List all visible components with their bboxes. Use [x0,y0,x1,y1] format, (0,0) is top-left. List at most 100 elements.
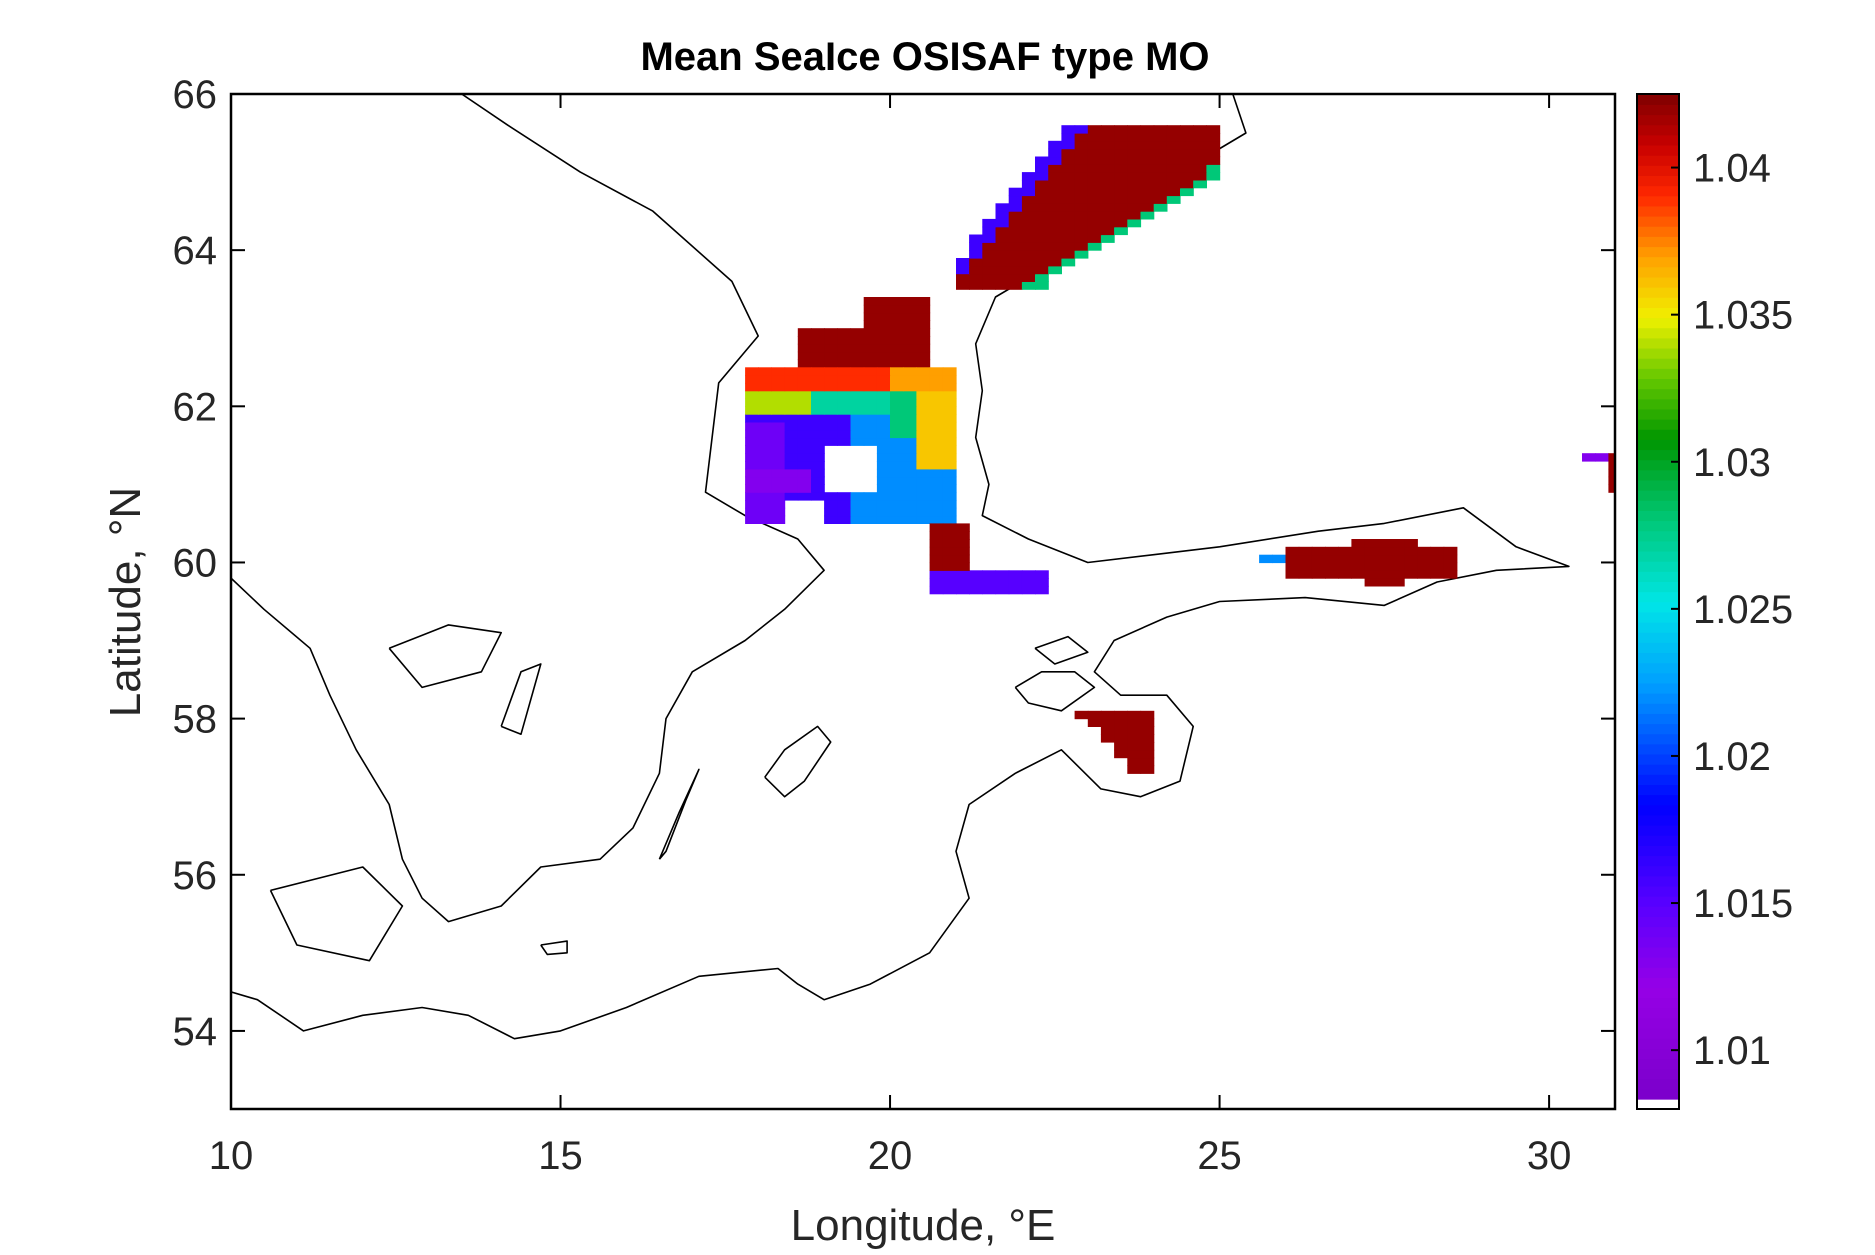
ice-cell [1048,250,1062,259]
ice-cell [942,492,957,501]
ice-cell [929,429,944,439]
ice-cell [1166,172,1181,181]
colorbar-segment [1637,814,1679,826]
ice-cell [903,515,917,524]
ice-cell [1206,172,1221,181]
ice-cell [1114,726,1128,735]
ice-cell [1608,476,1615,485]
ice-cell [1417,562,1432,571]
ice-cell [890,328,904,337]
colorbar-segment [1637,540,1679,552]
ice-cell [771,468,786,478]
ice-cell [1100,226,1115,236]
ice-cell [890,351,904,361]
axes-box [229,92,1617,1111]
ice-cell [929,414,944,423]
ice-cell [929,406,944,415]
ice-cell [797,461,812,470]
ice-cell [956,578,970,587]
ice-cell [1074,125,1089,134]
ice-cell [876,515,891,524]
ice-cell [1206,133,1221,142]
y-tick-label: 60 [173,541,218,585]
colorbar-segment [1637,185,1679,197]
coastline-segment [1034,635,1089,665]
ice-cell [797,343,812,353]
ice-cell [903,406,917,415]
ice-cell [824,515,838,524]
ice-cell [890,390,904,400]
ice-cell [863,367,878,376]
ice-cell [903,367,917,376]
ice-cell [929,507,944,517]
ice-cell [850,515,865,524]
ice-cell [1153,125,1168,134]
colorbar-segment [1637,794,1679,806]
colorbar-segment [1637,439,1679,451]
ice-cell [1193,179,1207,189]
colorbar-segment [1637,154,1679,166]
coastline [231,94,1570,1040]
colorbar-segment [1637,1078,1679,1090]
ice-cell [982,585,997,595]
ice-cell [1061,148,1076,158]
ice-cell [797,328,812,337]
ice-cell [850,328,865,337]
ice-cell [916,304,931,314]
ice-cell [1087,172,1102,181]
ice-cell [1127,179,1142,189]
ice-cell [1325,554,1339,564]
ice-cell [903,476,917,485]
ice-cell [1325,562,1339,571]
ice-cell [890,382,904,392]
ice-cell [1114,195,1128,204]
ice-cell [1140,203,1155,212]
ice-cell [876,461,891,470]
ice-cell [863,406,878,415]
ice-cell [1206,164,1221,173]
ice-cell [850,390,865,400]
ice-cell [903,507,917,517]
ice-cell [850,406,865,415]
ice-cell [956,258,970,267]
ice-cell [995,585,1010,595]
colorbar-segment [1637,175,1679,187]
colorbar-segment [1637,215,1679,227]
colorbar-tick-label: 1.02 [1693,735,1771,779]
ice-cell [942,570,957,579]
ice-cell [903,328,917,337]
ice-cell [1166,125,1181,134]
colorbar-segment [1637,723,1679,735]
ice-cell [1311,546,1326,556]
ice-cell [1153,172,1168,181]
ice-cell [1061,250,1076,259]
ice-cell [811,406,825,415]
ice-cell [890,445,904,454]
ice-cell [837,351,852,361]
colorbar-segment [1637,906,1679,917]
ice-cell [758,421,772,431]
ice-cell [758,476,772,485]
coastline-segment [231,94,1570,1040]
ice-cell [784,468,799,478]
ice-cell [1390,539,1405,548]
colorbar-segment [1637,804,1679,816]
ice-cell [1140,742,1155,751]
ice-cell [929,585,944,595]
ice-cell [929,570,944,579]
ice-cell [916,429,931,439]
colorbar-segment [1637,713,1679,725]
ice-cell [982,281,997,290]
ice-cell [1100,133,1115,142]
ice-cell [876,492,891,501]
ice-cell [1364,570,1379,579]
ice-cell [1087,710,1102,720]
ice-cell [745,367,759,376]
x-tick-label: 25 [1197,1134,1242,1178]
ice-cell [916,492,931,501]
colorbar-segment [1637,205,1679,217]
ice-cell [1021,281,1036,290]
colorbar-segment [1637,550,1679,562]
ice-cell [1140,164,1155,173]
ice-cell [1048,218,1062,228]
